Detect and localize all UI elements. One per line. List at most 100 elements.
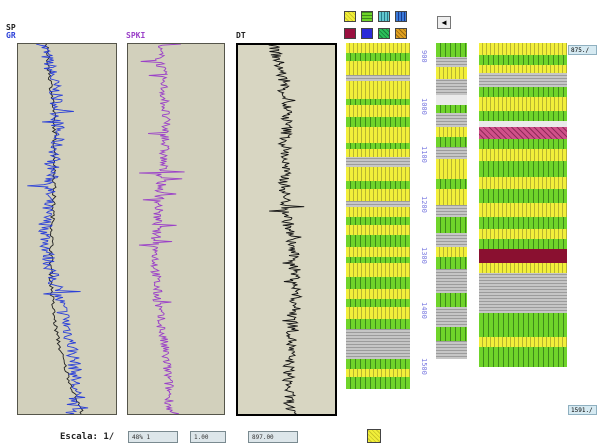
scale-input[interactable]: 48% 1 [128,431,178,443]
lithology-column-main[interactable] [346,43,410,416]
spki-curves [138,44,185,414]
factor-input[interactable]: 1.00 [190,431,226,443]
lithology-band [479,73,567,87]
lithology-band [346,319,410,329]
green-swatch[interactable] [378,28,390,39]
lithology-band [436,159,467,179]
depth-label: 1400 [420,302,428,319]
depth-label: 1200 [420,196,428,213]
lithology-band [479,313,567,337]
lithology-band [436,127,467,137]
gr-curve [27,44,89,414]
sp-curve [44,44,84,414]
lithology-band [346,43,410,53]
footer-sand-swatch[interactable] [367,429,381,443]
lithology-band [346,247,410,257]
lithology-column-core[interactable] [436,43,467,416]
lithology-band [436,57,467,67]
lithology-band [479,229,567,239]
lithology-band [479,337,567,347]
gr-sp-curves [27,44,89,414]
lithology-band [436,269,467,293]
blue-grid-swatch[interactable] [395,11,407,22]
lithology-band [346,369,410,377]
lithology-band [346,329,410,359]
lithology-band [436,293,467,307]
shale-green-swatch[interactable] [361,11,373,22]
lithology-column-interpretation[interactable] [479,43,567,416]
depth-input[interactable]: 897.00 [248,431,298,443]
lithology-band [479,65,567,73]
lithology-band [346,81,410,99]
lithology-band [479,149,567,161]
lithology-band [479,55,567,65]
lithology-band [436,79,467,95]
lithology-band [346,359,410,369]
sand-yellow-swatch[interactable] [344,11,356,22]
dt-curves [268,45,305,414]
lithology-band [436,95,467,105]
lithology-band [346,299,410,307]
lithology-band [346,53,410,61]
lithology-band [436,233,467,247]
dt-track[interactable] [236,43,337,416]
lithology-band [479,217,567,229]
lithology-band [436,257,467,269]
lithology-band [346,117,410,127]
lithology-band [479,121,567,127]
lithology-band [436,217,467,233]
lithology-band [346,207,410,217]
lithology-band [436,105,467,113]
lithology-band [346,217,410,225]
lithology-band [346,149,410,157]
depth-label: 1500 [420,358,428,375]
lithology-band [346,143,410,149]
lithology-band [436,113,467,127]
lithology-band [479,43,567,55]
depth-label: 1000 [420,98,428,115]
maroon-swatch[interactable] [344,28,356,39]
scale-label: Escala: 1/ [60,432,115,442]
lithology-palette [344,11,414,41]
dt-header: DT [236,31,246,40]
lithology-band [346,127,410,143]
lithology-band [436,327,467,341]
lithology-band [346,257,410,263]
lithology-band [346,75,410,81]
depth-label: 1100 [420,146,428,163]
lithology-band [479,177,567,189]
top-depth-marker: 875./ [568,45,597,55]
scroll-left-button[interactable]: ◀ [437,16,451,29]
lithology-band [436,67,467,79]
lithology-band [479,249,567,263]
cyan-grid-swatch[interactable] [378,11,390,22]
lithology-band [346,277,410,289]
lithology-band [436,137,467,147]
gr-header: GR [6,31,16,40]
lithology-band [436,307,467,327]
scroll-left-icon: ◀ [441,18,447,27]
lithology-band [346,377,410,389]
depth-label: 1300 [420,247,428,264]
lithology-band [479,87,567,97]
bottom-depth-marker: 1591./ [568,405,597,415]
depth-label: 900 [420,50,428,63]
orange-swatch[interactable] [395,28,407,39]
gr-sp-track[interactable] [17,43,117,415]
lithology-band [346,189,410,201]
dt-curve [268,45,305,414]
lithology-band [346,61,410,75]
lithology-band [346,307,410,319]
lithology-band [479,161,567,177]
spki-curve [138,44,185,414]
lithology-band [346,99,410,105]
lithology-band [436,247,467,257]
lithology-band [436,205,467,217]
lithology-band [479,203,567,217]
lithology-band [346,235,410,247]
blue-swatch[interactable] [361,28,373,39]
spki-track[interactable] [127,43,225,415]
lithology-band [436,179,467,189]
lithology-band [346,167,410,181]
lithology-band [436,147,467,159]
